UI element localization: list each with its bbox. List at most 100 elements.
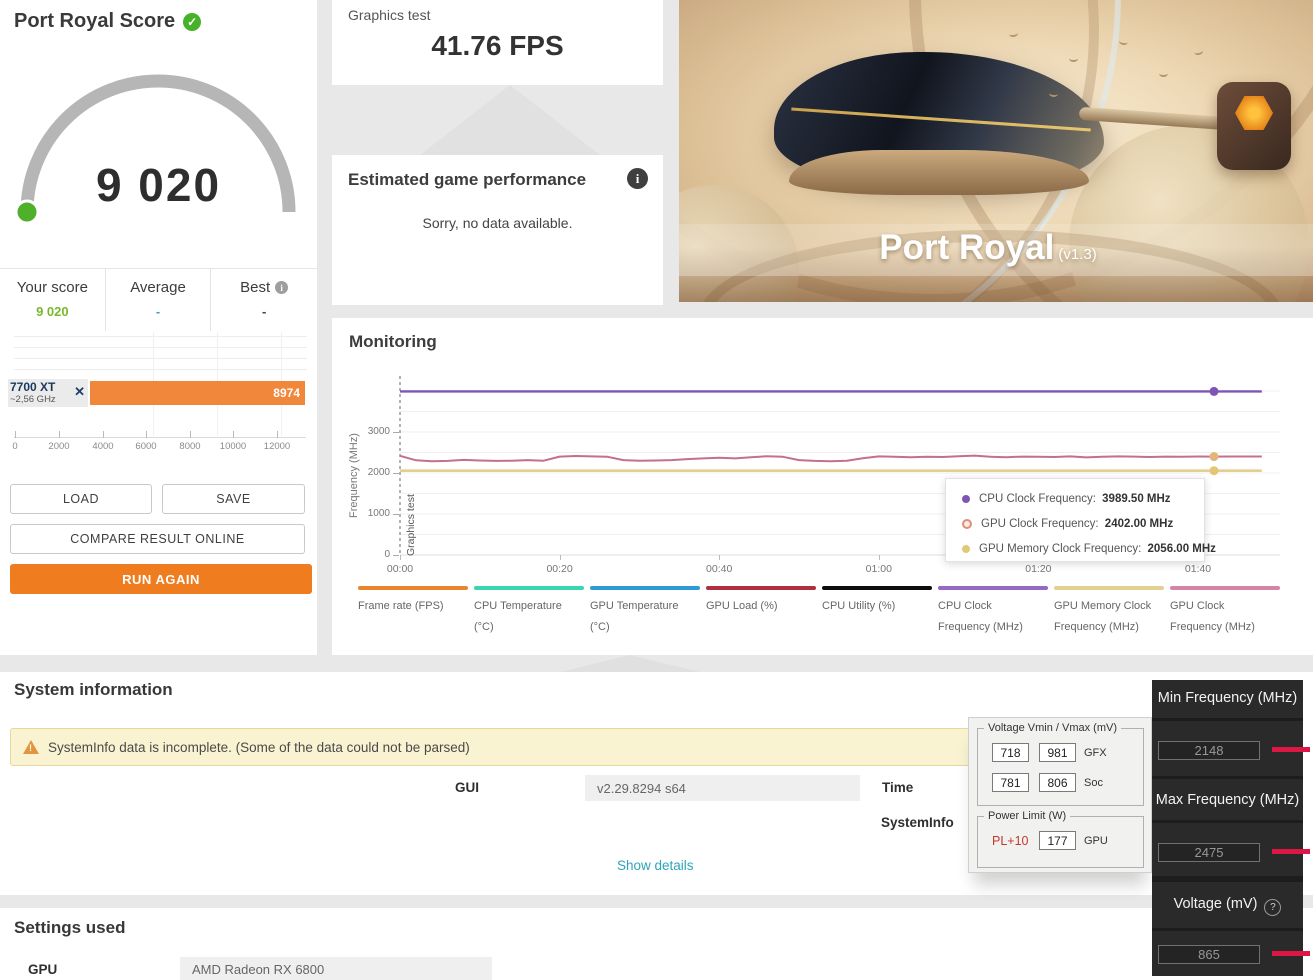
max-frequency-input[interactable] (1158, 843, 1260, 862)
x-tick (559, 555, 561, 560)
score-comparison-table: Your score 9 020 Average - Best i - (0, 268, 317, 331)
divider (1152, 928, 1303, 931)
axis-tick-label: 12000 (263, 441, 291, 452)
gfx-vmin-input[interactable] (992, 743, 1029, 762)
remove-result-icon[interactable]: ✕ (74, 384, 85, 399)
settings-used-title: Settings used (14, 918, 126, 937)
phase-label: Graphics test (405, 494, 417, 556)
time-label: Time (882, 780, 914, 795)
show-details-link[interactable]: Show details (617, 858, 694, 873)
series-marker (1209, 386, 1219, 396)
legend-swatch (938, 586, 1048, 590)
your-score-value: 9 020 (36, 304, 69, 319)
divider (1152, 776, 1303, 779)
graphics-test-card: Graphics test 41.76 FPS (332, 0, 663, 85)
gfx-vmax-input[interactable] (1039, 743, 1076, 762)
axis-tick-label: 4000 (92, 441, 114, 452)
gpu-setting-field[interactable]: AMD Radeon RX 6800 (180, 957, 492, 980)
power-limit-group: Power Limit (W) PL+10 GPU (977, 810, 1144, 868)
save-button[interactable]: SAVE (162, 484, 305, 514)
tooltip-text: GPU Memory Clock Frequency: 2056.00 MHz (979, 543, 1216, 555)
axis-tick (15, 431, 16, 438)
legend-item: GPU Load (%) (706, 586, 818, 617)
background-polygon (560, 655, 700, 672)
best-info-icon[interactable]: i (275, 281, 289, 294)
hero-hovercraft-belly (789, 150, 1089, 195)
y-tick (393, 432, 399, 433)
tooltip-series-dot (962, 519, 972, 529)
power-limit-offset: PL+10 (992, 834, 1029, 848)
axis-tick (277, 431, 278, 438)
axis-tick-label: 0 (12, 441, 18, 452)
score-value: 9 020 (95, 159, 222, 211)
estimated-performance-card: Estimated game performance i Sorry, no d… (332, 155, 663, 305)
legend-swatch (474, 586, 584, 590)
load-button[interactable]: LOAD (10, 484, 152, 514)
y-tick-label: 0 (384, 549, 390, 560)
help-icon[interactable]: ? (1264, 899, 1282, 916)
legend-item: CPU Utility (%) (822, 586, 934, 617)
divider (1152, 718, 1303, 721)
legend-swatch (1054, 586, 1164, 590)
y-tick-label: 1000 (367, 508, 390, 519)
best-column: Best i - (210, 269, 317, 331)
score-title-text: Port Royal Score (14, 10, 176, 32)
valid-check-icon: ✓ (183, 12, 202, 31)
legend-item: GPU Memory Clock Frequency (MHz) (1054, 586, 1166, 638)
legend-label: GPU Load (%) (706, 600, 778, 612)
hero-version: (v1.3) (1058, 246, 1097, 263)
legend-label: CPU Utility (%) (822, 600, 896, 612)
tooltip-text: CPU Clock Frequency: 3989.50 MHz (979, 493, 1171, 505)
max-frequency-slider[interactable] (1272, 849, 1310, 854)
x-tick-label: 01:40 (1184, 563, 1212, 575)
chart-tooltip: CPU Clock Frequency: 3989.50 MHz GPU Cloc… (945, 478, 1216, 562)
x-tick (400, 555, 401, 560)
bird (1159, 70, 1168, 77)
soc-vmin-input[interactable] (992, 773, 1029, 792)
axis-tick (233, 431, 234, 438)
min-frequency-slider[interactable] (1272, 747, 1310, 752)
legend-swatch (590, 586, 700, 590)
voltage-power-dialog: Voltage Vmin / Vmax (mV) GFX Soc Power L… (968, 717, 1152, 873)
compare-result-online-button[interactable]: COMPARE RESULT ONLINE (10, 524, 305, 554)
hero-title: Port Royal (v1.3) (679, 228, 1305, 268)
legend-item: GPU Clock Frequency (MHz) (1170, 586, 1282, 638)
your-score-header: Your score (16, 279, 88, 296)
series-marker (1209, 452, 1219, 462)
voltage-slider[interactable] (1272, 951, 1310, 956)
hero-bottom-shade (679, 247, 1313, 302)
page-title: Port Royal Score ✓ (14, 10, 202, 33)
y-tick (393, 514, 399, 515)
run-again-button[interactable]: RUN AGAIN (10, 564, 312, 594)
voltage-input[interactable] (1158, 945, 1260, 964)
legend-label: CPU Temperature (°C) (474, 600, 562, 633)
tooltip-row: GPU Memory Clock Frequency: 2056.00 MHz (962, 539, 1216, 559)
tooltip-series-dot (962, 495, 970, 503)
info-icon[interactable]: i (627, 168, 648, 189)
soc-vmax-input[interactable] (1039, 773, 1076, 792)
axis-tick-label: 6000 (135, 441, 157, 452)
y-tick (393, 473, 399, 474)
gui-version-field[interactable]: v2.29.8294 s64 (585, 775, 860, 801)
warning-icon: ! (23, 740, 39, 754)
min-frequency-input[interactable] (1158, 741, 1260, 760)
graphics-test-label: Graphics test (348, 7, 431, 23)
legend-swatch (358, 586, 468, 590)
y-tick (393, 555, 399, 556)
axis-tick (59, 431, 60, 438)
axis-tick-label: 2000 (48, 441, 70, 452)
gpu-bar-label: 7700 XT ~2,56 GHz ✕ (8, 379, 88, 407)
score-bar: 8974 (90, 381, 305, 405)
score-panel: Port Royal Score ✓ 9 020 Your score 9 02… (0, 0, 317, 655)
average-column: Average - (104, 269, 211, 331)
warning-text: SystemInfo data is incomplete. (Some of … (48, 739, 470, 755)
legend-swatch (822, 586, 932, 590)
voltage-group-title: Voltage Vmin / Vmax (mV) (984, 722, 1121, 734)
empty-bar-row (14, 336, 307, 337)
legend-label: GPU Temperature (°C) (590, 600, 679, 633)
power-limit-input[interactable] (1039, 831, 1076, 850)
hero-image: Port Royal (v1.3) (679, 0, 1313, 302)
gfx-label: GFX (1084, 747, 1107, 759)
settings-used-section: Settings used GPU AMD Radeon RX 6800 (0, 908, 1313, 980)
